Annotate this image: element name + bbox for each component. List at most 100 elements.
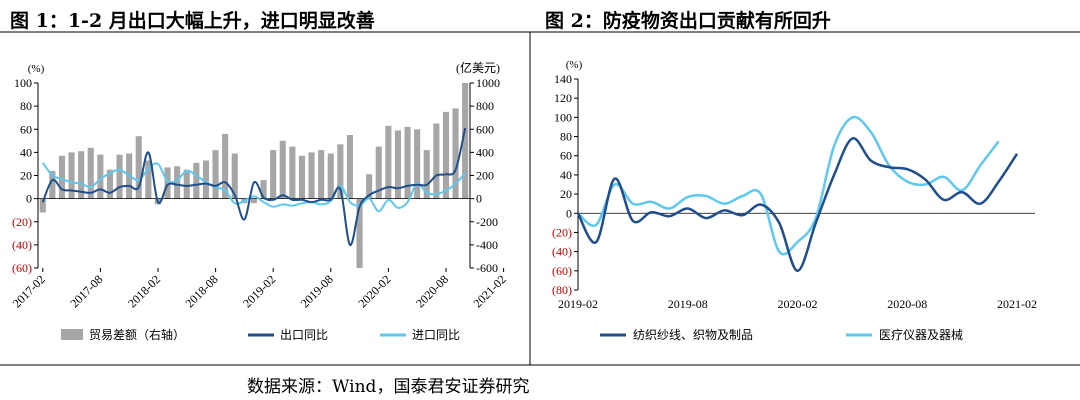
c1-bar: [87, 147, 94, 199]
c1-right-tick-label: 200: [476, 169, 494, 183]
c1-x-tick-label: 2018-02: [125, 272, 163, 310]
c2-y-tick-label: 40: [560, 168, 572, 182]
c1-left-tick-label: 40: [20, 145, 32, 159]
c1-left-tick-label: 60: [20, 122, 32, 136]
c1-right-tick-label: 400: [476, 145, 494, 159]
c1-left-tick-label: 20: [20, 169, 32, 183]
c1-bar: [231, 153, 238, 199]
c2-y-tick-label: 0: [566, 206, 572, 220]
c1-bar: [145, 160, 152, 199]
c1-left-tick-label: 0: [26, 192, 32, 206]
c1-right-tick-label: -600: [476, 261, 498, 275]
c2-y-tick-label: 60: [560, 149, 572, 163]
c1-x-tick-label: 2020-08: [413, 272, 451, 310]
c1-bar: [462, 83, 469, 199]
c2-left-unit: (%): [566, 59, 583, 71]
c1-left-unit: (%): [28, 63, 45, 75]
c1-bar: [423, 150, 430, 199]
c1-bar: [116, 154, 123, 199]
c1-bar: [222, 133, 229, 199]
c2-y-tick-label: 120: [554, 91, 572, 105]
c2-y-tick-label: (40): [552, 245, 572, 259]
c1-bar: [385, 125, 392, 199]
c1-left-tick-label: 80: [20, 99, 32, 113]
c1-bar: [279, 140, 286, 199]
c2-x-tick-label: 2021-02: [997, 297, 1037, 311]
c2-y-tick-label: (60): [552, 264, 572, 278]
c1-bar: [356, 198, 363, 268]
c2-y-tick-label: 80: [560, 130, 572, 144]
c2-y-tick-label: (80): [552, 283, 572, 297]
c2-textile-line: [576, 137, 1019, 273]
c1-bar: [414, 129, 421, 199]
c1-bar: [394, 130, 401, 199]
c1-legend-label: 出口同比: [280, 328, 328, 342]
c1-bar: [442, 111, 449, 199]
c1-bar: [68, 152, 75, 199]
c1-bar: [337, 144, 344, 199]
c1-x-tick-label: 2017-08: [67, 272, 105, 310]
c1-left-tick-label: (60): [12, 261, 32, 275]
c2-x-tick-label: 2020-02: [778, 297, 818, 311]
c1-x-tick-label: 2018-08: [183, 272, 221, 310]
c1-right-tick-label: 0: [476, 192, 482, 206]
c1-bar: [212, 150, 219, 199]
c2-y-tick-label: 140: [554, 72, 572, 86]
c2-medical-line: [577, 115, 1000, 256]
c1-right-tick-label: -200: [476, 215, 498, 229]
c1-right-tick-label: -400: [476, 238, 498, 252]
c1-legend-label: 贸易差额（右轴）: [89, 327, 185, 342]
chart2-title: 图 2：防疫物资出口贡献有所回升: [545, 10, 831, 32]
c1-bar: [193, 162, 200, 199]
c2-y-tick-label: (20): [552, 225, 572, 239]
c2-x-tick-label: 2019-02: [558, 297, 598, 311]
c1-bar: [452, 108, 459, 199]
chart2: (%)140120100806040200(20)(40)(60)(80)201…: [552, 59, 1037, 342]
c1-bar: [375, 146, 382, 199]
c1-right-unit: (亿美元): [456, 60, 500, 75]
c1-bar: [183, 169, 190, 199]
c1-right-tick-label: 1000: [476, 76, 500, 90]
c1-export-line: [41, 127, 467, 246]
c1-bar: [39, 198, 46, 213]
c1-right-tick-label: 800: [476, 99, 494, 113]
source-note: 数据来源：Wind，国泰君安证券研究: [247, 377, 530, 397]
c2-y-tick-label: 100: [554, 110, 572, 124]
c1-bar: [250, 198, 257, 204]
c1-x-tick-label: 2019-08: [298, 272, 336, 310]
c2-legend-label: 纺织纱线、织物及制品: [633, 328, 753, 342]
c1-x-tick-label: 2020-02: [355, 272, 393, 310]
c1-bar: [202, 160, 209, 199]
c1-bar: [106, 169, 113, 199]
c1-bar: [327, 153, 334, 199]
c1-left-tick-label: (20): [12, 215, 32, 229]
c1-bar: [49, 170, 56, 199]
c2-x-tick-label: 2019-08: [668, 297, 708, 311]
c1-bar: [135, 136, 142, 199]
c2-legend-label: 医疗仪器及器械: [879, 327, 963, 342]
c1-bar: [78, 151, 85, 199]
c1-bar: [97, 154, 104, 199]
c1-bar: [308, 152, 315, 199]
c2-x-tick-label: 2020-08: [887, 297, 927, 311]
chart1: (%) (亿美元)100806040200(20)(40)(60)10008006…: [10, 60, 509, 342]
c1-bar: [164, 167, 171, 199]
c1-bar: [404, 126, 411, 199]
c1-bar: [58, 155, 65, 199]
c1-bar: [433, 123, 440, 199]
c1-x-tick-label: 2017-02: [10, 272, 48, 310]
c1-left-tick-label: (40): [12, 238, 32, 252]
c1-right-tick-label: 600: [476, 122, 494, 136]
c1-x-tick-label: 2021-02: [471, 272, 509, 310]
c1-bar: [298, 155, 305, 199]
c1-x-tick-label: 2019-02: [240, 272, 278, 310]
c1-bar: [270, 150, 277, 199]
c1-import-line: [41, 162, 466, 213]
c1-legend-label: 进口同比: [412, 328, 460, 342]
chart1-title: 图 1：1-2 月出口大幅上升，进口明显改善: [10, 10, 375, 32]
c1-bar: [260, 180, 267, 199]
c1-legend-swatch-bar: [61, 329, 83, 340]
c1-bar: [346, 135, 353, 199]
c1-bar: [366, 174, 373, 199]
